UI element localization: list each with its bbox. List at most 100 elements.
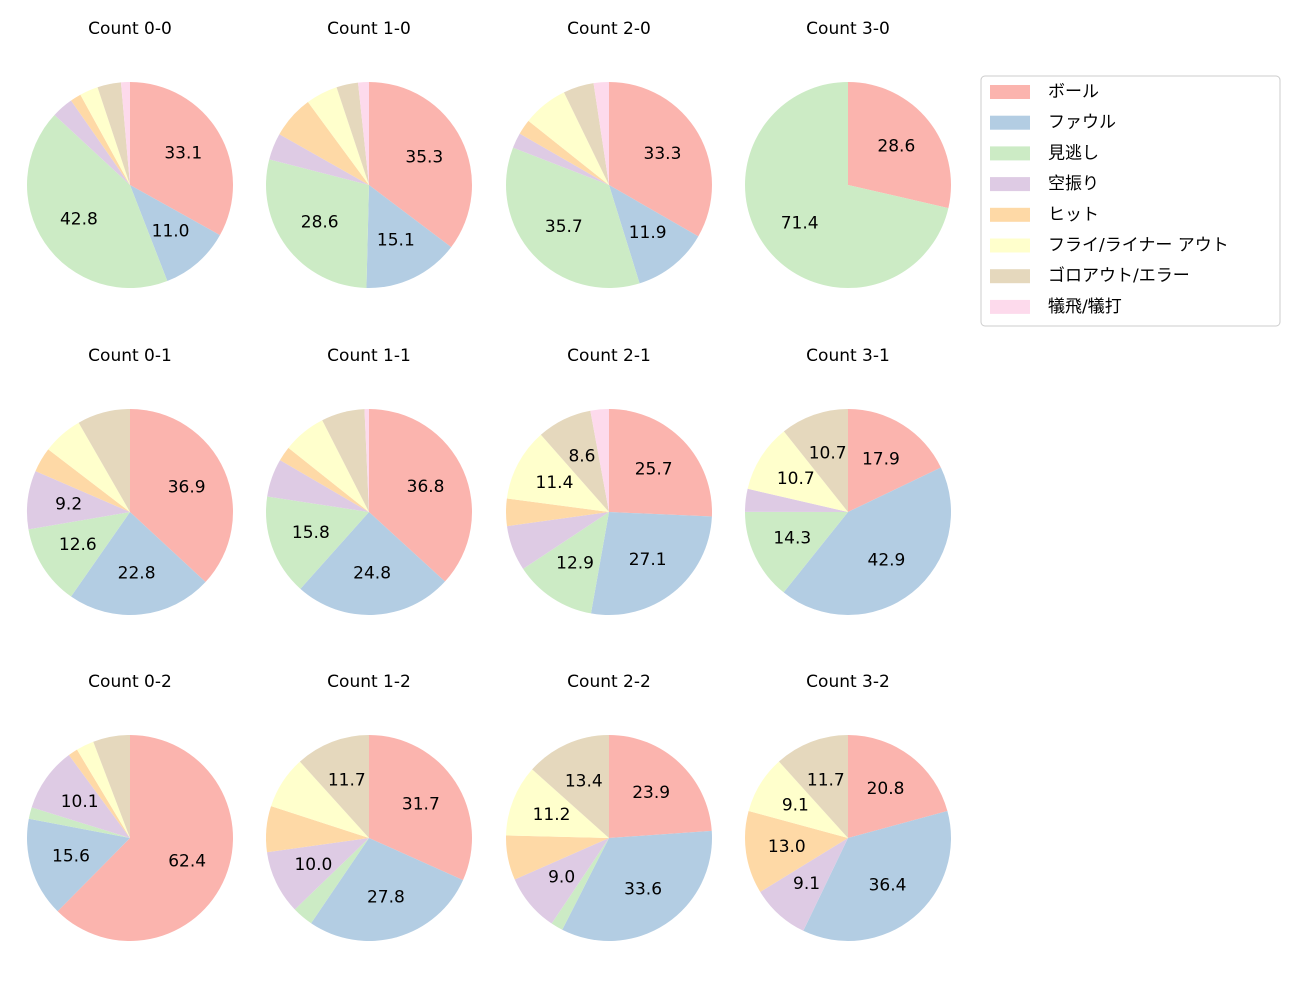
- pie-slice: [71, 94, 130, 185]
- pie-slice: [28, 512, 130, 597]
- pie-slice: [506, 835, 609, 880]
- pie-slice: [609, 185, 699, 284]
- pie-slice: [748, 761, 848, 838]
- pie-slice: [369, 82, 472, 248]
- legend-swatch: [990, 85, 1030, 99]
- value-label: 13.0: [768, 837, 806, 857]
- pie-slice: [760, 838, 848, 931]
- pie-slice: [299, 735, 369, 838]
- pie-slice: [130, 409, 234, 583]
- value-label: 15.6: [52, 846, 90, 866]
- legend-swatch: [990, 299, 1030, 314]
- value-label: 33.1: [164, 144, 202, 164]
- pie-slice: [523, 512, 609, 614]
- pie-slice: [609, 409, 712, 517]
- pie-slice: [783, 467, 952, 616]
- pie-slice: [528, 92, 609, 185]
- legend-swatch: [990, 146, 1030, 161]
- pie-title: Count 1-2: [327, 672, 411, 692]
- pie-slice: [266, 838, 369, 910]
- pie-slice: [514, 838, 609, 924]
- pie-slice: [120, 82, 130, 185]
- legend-swatch: [990, 177, 1030, 192]
- pie-slice: [506, 147, 640, 288]
- pie-slice: [322, 409, 369, 512]
- pie-slice: [364, 409, 369, 512]
- pie-slice: [848, 409, 941, 512]
- legend-label: 見逃し: [1048, 143, 1099, 163]
- legend-swatch: [990, 238, 1030, 253]
- value-label: 27.8: [367, 887, 405, 907]
- value-label: 11.7: [328, 770, 366, 790]
- pie-slice: [311, 838, 464, 942]
- pie-slice: [288, 420, 369, 512]
- pie-slice: [35, 449, 130, 512]
- value-label: 33.3: [644, 144, 682, 164]
- pie-slice: [745, 488, 848, 512]
- value-label: 42.9: [868, 550, 906, 570]
- legend-swatch: [990, 269, 1030, 284]
- value-label: 22.8: [118, 563, 156, 583]
- pie-slice: [369, 409, 472, 582]
- pie-slice: [93, 735, 130, 838]
- pie-title: Count 3-0: [806, 19, 890, 39]
- value-label: 10.7: [777, 469, 815, 489]
- value-label: 20.8: [867, 779, 905, 799]
- value-label: 31.7: [402, 794, 440, 814]
- value-label: 36.4: [869, 876, 907, 896]
- pie-slice: [848, 735, 948, 838]
- pie-title: Count 0-1: [88, 346, 172, 366]
- value-label: 28.6: [877, 137, 915, 157]
- pie-title: Count 0-2: [88, 672, 172, 692]
- pie-title: Count 3-2: [806, 672, 890, 692]
- pie-slice: [745, 811, 848, 892]
- pie-slice: [369, 735, 473, 881]
- legend-box: [980, 75, 1281, 327]
- pie-slice: [280, 447, 369, 512]
- pie-slice: [366, 185, 452, 288]
- value-label: 11.0: [152, 222, 190, 242]
- pie-slice: [266, 496, 369, 589]
- pie-slice: [563, 83, 609, 185]
- legend-label: ボール: [1048, 82, 1099, 102]
- value-label: 13.4: [565, 772, 603, 792]
- value-label: 15.1: [377, 231, 415, 251]
- pie-slice: [27, 114, 168, 288]
- value-label: 42.8: [60, 210, 98, 230]
- value-label: 8.6: [568, 446, 595, 466]
- value-label: 17.9: [862, 450, 900, 470]
- pie-slice: [78, 409, 130, 512]
- value-label: 12.6: [59, 535, 97, 555]
- pie-slice: [31, 755, 130, 838]
- value-label: 14.3: [773, 529, 811, 549]
- legend-label: 空振り: [1048, 174, 1099, 194]
- legend-label: ゴロアウト/エラー: [1048, 265, 1190, 286]
- pie-slice: [512, 133, 609, 185]
- value-label: 28.6: [301, 212, 339, 232]
- pie-slice: [803, 811, 951, 941]
- pie-slice: [609, 735, 712, 838]
- value-label: 10.1: [61, 792, 99, 812]
- value-label: 9.1: [793, 874, 820, 894]
- legend-label: ファウル: [1048, 113, 1116, 133]
- value-label: 9.0: [548, 868, 575, 888]
- pie-slice: [97, 82, 130, 185]
- pie-slice: [77, 741, 130, 838]
- pie-slice: [279, 102, 369, 185]
- value-label: 24.8: [353, 564, 391, 584]
- pie-slice: [57, 735, 234, 942]
- pie-slice: [532, 735, 609, 838]
- pie-slice: [130, 185, 220, 282]
- pie-slice: [609, 82, 712, 237]
- pie-slice: [28, 807, 130, 838]
- pie-slice: [506, 498, 609, 527]
- value-label: 62.4: [168, 851, 206, 871]
- pie-slice: [71, 512, 206, 615]
- pie-title: Count 0-0: [88, 19, 172, 39]
- pie-slice: [294, 838, 369, 924]
- pie-title: Count 2-0: [567, 19, 651, 39]
- pie-slice: [590, 512, 712, 615]
- value-label: 10.7: [809, 444, 847, 464]
- pie-slice: [27, 471, 130, 530]
